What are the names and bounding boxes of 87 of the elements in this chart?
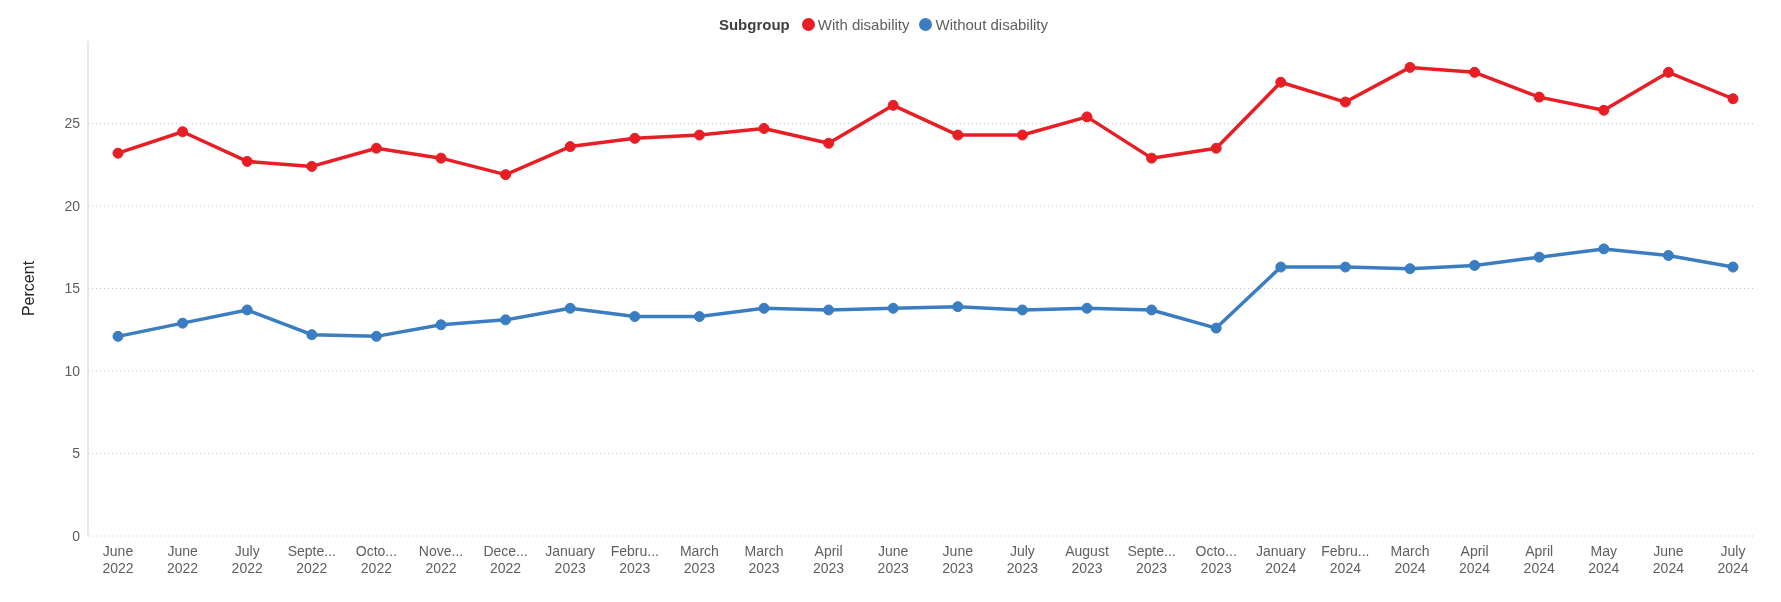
point: [823, 137, 835, 149]
x-tick-label: Septe... 2023: [1127, 543, 1176, 576]
point: [177, 317, 189, 329]
point: [500, 169, 512, 181]
legend-title: Subgroup: [718, 16, 790, 33]
point: [435, 152, 447, 164]
point: [823, 304, 835, 316]
point: [693, 311, 705, 323]
y-tick-label: 15: [64, 280, 81, 297]
point: [370, 330, 382, 342]
point: [887, 302, 899, 314]
point: [1016, 304, 1028, 316]
x-tick-label: June 2022: [102, 543, 134, 576]
point: [306, 160, 318, 172]
point: [1275, 261, 1287, 273]
point: [1598, 104, 1610, 116]
point: [1662, 66, 1674, 78]
x-tick-label: June 2022: [167, 543, 199, 576]
point: [952, 129, 964, 141]
point: [693, 129, 705, 141]
point: [1533, 91, 1545, 103]
point: [1210, 142, 1222, 154]
point: [1146, 152, 1158, 164]
point: [1598, 243, 1610, 255]
point: [1210, 322, 1222, 334]
point: [112, 147, 124, 159]
x-tick-label: March 2023: [744, 543, 784, 576]
x-tick-label: Septe... 2022: [287, 543, 336, 576]
x-tick-label: April 2024: [1523, 543, 1555, 576]
point: [1727, 261, 1739, 273]
point: [177, 126, 189, 138]
point: [1469, 259, 1481, 271]
point: [952, 301, 964, 313]
point: [887, 99, 899, 111]
point: [306, 329, 318, 341]
x-tick-label: March 2024: [1390, 543, 1430, 576]
y-tick-label: 25: [64, 115, 81, 132]
x-tick-label: January 2023: [545, 543, 596, 576]
point: [564, 302, 576, 314]
x-tick-label: Octo... 2023: [1195, 543, 1237, 576]
point: [500, 314, 512, 326]
y-tick-label: 5: [72, 445, 81, 462]
point: [758, 122, 770, 134]
legend-label: Without disability: [934, 16, 1049, 33]
x-tick-label: Febru... 2023: [610, 543, 659, 576]
x-tick-label: Dece... 2022: [483, 543, 528, 576]
point: [758, 302, 770, 314]
point: [1081, 111, 1093, 123]
x-tick-label: Febru... 2024: [1321, 543, 1370, 576]
x-tick-label: July 2024: [1717, 543, 1749, 576]
x-tick-label: April 2024: [1459, 543, 1491, 576]
point: [112, 330, 124, 342]
x-tick-label: June 2024: [1652, 543, 1685, 576]
x-tick-label: May 2024: [1588, 543, 1620, 576]
y-axis-title: Percent: [19, 260, 37, 317]
point: [1275, 76, 1287, 88]
x-tick-label: March 2023: [679, 543, 719, 576]
point: [1081, 302, 1093, 314]
point: [241, 304, 253, 316]
x-tick-label: July 2023: [1006, 543, 1039, 576]
legend-label: With disability: [816, 16, 910, 33]
point: [629, 311, 641, 323]
point: [1339, 96, 1351, 108]
x-tick-label: June 2023: [942, 543, 974, 576]
point: [435, 319, 447, 331]
point: [1339, 261, 1351, 273]
x-tick-label: Octo... 2022: [355, 543, 398, 576]
point: [241, 155, 253, 167]
point: [1404, 61, 1416, 73]
x-tick-label: April 2023: [813, 543, 845, 576]
x-tick-label: January 2024: [1255, 543, 1306, 576]
y-tick-label: 20: [64, 197, 81, 214]
y-tick-label: 0: [72, 527, 81, 544]
point: [1469, 66, 1481, 78]
x-tick-label: August 2023: [1065, 543, 1109, 576]
point: [629, 132, 641, 144]
x-tick-label: Nove... 2022: [418, 543, 464, 576]
y-tick-label: 10: [64, 362, 81, 379]
point: [370, 142, 382, 154]
point: [1404, 263, 1416, 275]
point: [564, 141, 576, 153]
point: [1146, 304, 1158, 316]
x-tick-label: June 2023: [877, 543, 909, 576]
point: [1727, 93, 1739, 105]
point: [1533, 251, 1545, 263]
point: [1016, 129, 1028, 141]
x-tick-label: July 2022: [231, 543, 263, 576]
